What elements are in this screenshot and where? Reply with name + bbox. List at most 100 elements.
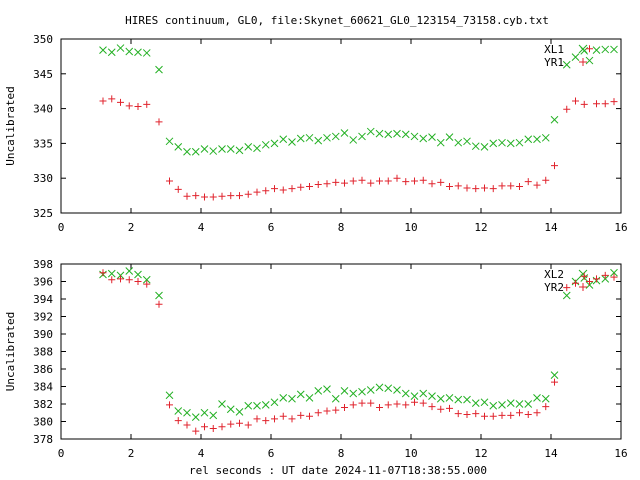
data-point-YR2 <box>117 275 124 283</box>
data-point-YR2 <box>481 412 488 420</box>
y-tick-label: 345 <box>33 68 53 81</box>
data-point-YR1 <box>155 118 163 126</box>
data-point-XL1 <box>550 115 559 124</box>
data-point-XL2 <box>550 371 559 379</box>
series-YR2 <box>99 269 618 435</box>
data-point-YR2 <box>411 398 418 406</box>
data-point-YR1 <box>572 97 579 105</box>
data-point-XL1 <box>384 130 393 139</box>
x-axis-label: rel seconds : UT date 2024-11-07T18:38:5… <box>189 464 487 477</box>
series-YR1 <box>99 45 618 201</box>
data-point-YR1 <box>593 100 600 108</box>
data-point-YR1 <box>349 177 357 185</box>
data-point-YR1 <box>419 176 427 184</box>
data-point-XL2 <box>191 413 200 421</box>
data-point-YR1 <box>402 178 410 186</box>
data-point-XL1 <box>401 130 410 139</box>
y-tick-label: 350 <box>33 33 53 46</box>
data-point-XL2 <box>142 275 151 284</box>
bottom-panel: 0 2 4 6 8 10 12 14 16 378 380 382 384 386 388 390 392 394… <box>4 258 628 460</box>
data-point-YR2 <box>472 410 480 418</box>
data-point-YR2 <box>610 273 618 281</box>
data-point-XL2 <box>209 411 218 420</box>
data-point-XL1 <box>489 139 498 148</box>
data-point-YR1 <box>524 178 532 186</box>
x-tick-label: 14 <box>544 221 558 234</box>
data-point-YR2 <box>323 407 331 415</box>
data-point-YR1 <box>610 98 618 106</box>
data-point-YR2 <box>551 378 558 386</box>
data-point-XL2 <box>323 385 331 393</box>
y-tick-label: 330 <box>33 172 53 185</box>
data-point-YR1 <box>367 179 375 187</box>
data-point-YR1 <box>314 180 322 188</box>
data-point-YR1 <box>393 174 401 182</box>
data-point-XL1 <box>340 129 349 137</box>
data-point-YR1 <box>586 45 593 53</box>
data-point-YR2 <box>288 415 296 423</box>
data-point-YR2 <box>218 423 226 431</box>
data-point-YR2 <box>349 401 357 409</box>
data-point-YR1 <box>533 181 541 189</box>
y-tick-label: 396 <box>33 276 53 289</box>
data-point-XL2 <box>375 383 384 392</box>
x-tick-label: 16 <box>614 447 627 460</box>
data-point-YR1 <box>341 179 348 187</box>
data-point-YR2 <box>341 404 348 411</box>
data-point-XL1 <box>191 147 200 156</box>
legend-marker-YR2 <box>579 283 587 291</box>
data-point-YR2 <box>306 412 313 420</box>
data-point-XL2 <box>107 269 116 278</box>
data-point-XL2 <box>253 401 261 410</box>
data-point-YR2 <box>402 401 410 409</box>
data-point-YR2 <box>297 411 305 419</box>
data-point-XL2 <box>340 387 349 395</box>
data-point-XL2 <box>134 270 142 279</box>
legend-label-YR1: YR1 <box>544 56 564 69</box>
data-point-YR2 <box>437 405 445 413</box>
data-point-YR1 <box>472 185 480 193</box>
data-point-XL1 <box>349 136 358 144</box>
data-point-XL1 <box>375 129 384 138</box>
y-tick-label: 390 <box>33 328 53 341</box>
data-point-YR1 <box>437 178 445 186</box>
data-point-YR1 <box>428 180 436 188</box>
chart-title: HIRES continuum, GL0, file:Skynet_60621_… <box>125 14 549 27</box>
data-point-XL2 <box>436 394 445 403</box>
data-point-YR2 <box>125 276 133 284</box>
data-point-XL2 <box>515 400 524 408</box>
x-tick-label: 12 <box>474 221 487 234</box>
y-tick-label: 384 <box>33 381 53 394</box>
data-point-XL2 <box>218 400 226 408</box>
x-tick-label: 16 <box>614 221 627 234</box>
x-tick-label: 4 <box>198 447 205 460</box>
data-point-XL1 <box>99 46 107 54</box>
data-point-YR2 <box>367 399 375 407</box>
data-point-XL2 <box>419 389 428 398</box>
data-point-XL2 <box>489 401 498 410</box>
data-point-YR1 <box>271 185 278 193</box>
x-tick-label: 10 <box>404 447 417 460</box>
y-tick-label: 325 <box>33 207 53 220</box>
data-point-YR2 <box>376 404 383 411</box>
data-point-YR2 <box>253 415 261 423</box>
y-tick-label: 378 <box>33 433 53 446</box>
x-tick-label: 8 <box>338 447 345 460</box>
legend-label-XL2: XL2 <box>544 268 564 281</box>
data-point-XL1 <box>116 44 125 52</box>
data-point-XL1 <box>454 138 463 147</box>
data-point-XL1 <box>288 138 296 146</box>
data-point-YR1 <box>489 185 497 193</box>
data-point-XL2 <box>524 400 533 408</box>
data-point-YR2 <box>244 421 252 429</box>
data-point-XL2 <box>506 399 515 407</box>
y-tick-label: 382 <box>33 398 53 411</box>
data-point-XL1 <box>524 135 533 144</box>
data-point-YR1 <box>323 180 331 188</box>
data-point-XL2 <box>174 407 183 415</box>
data-point-XL2 <box>393 386 401 394</box>
data-point-YR1 <box>454 182 462 190</box>
data-point-YR2 <box>134 278 142 285</box>
data-point-XL2 <box>244 401 253 410</box>
data-point-YR1 <box>446 183 453 191</box>
